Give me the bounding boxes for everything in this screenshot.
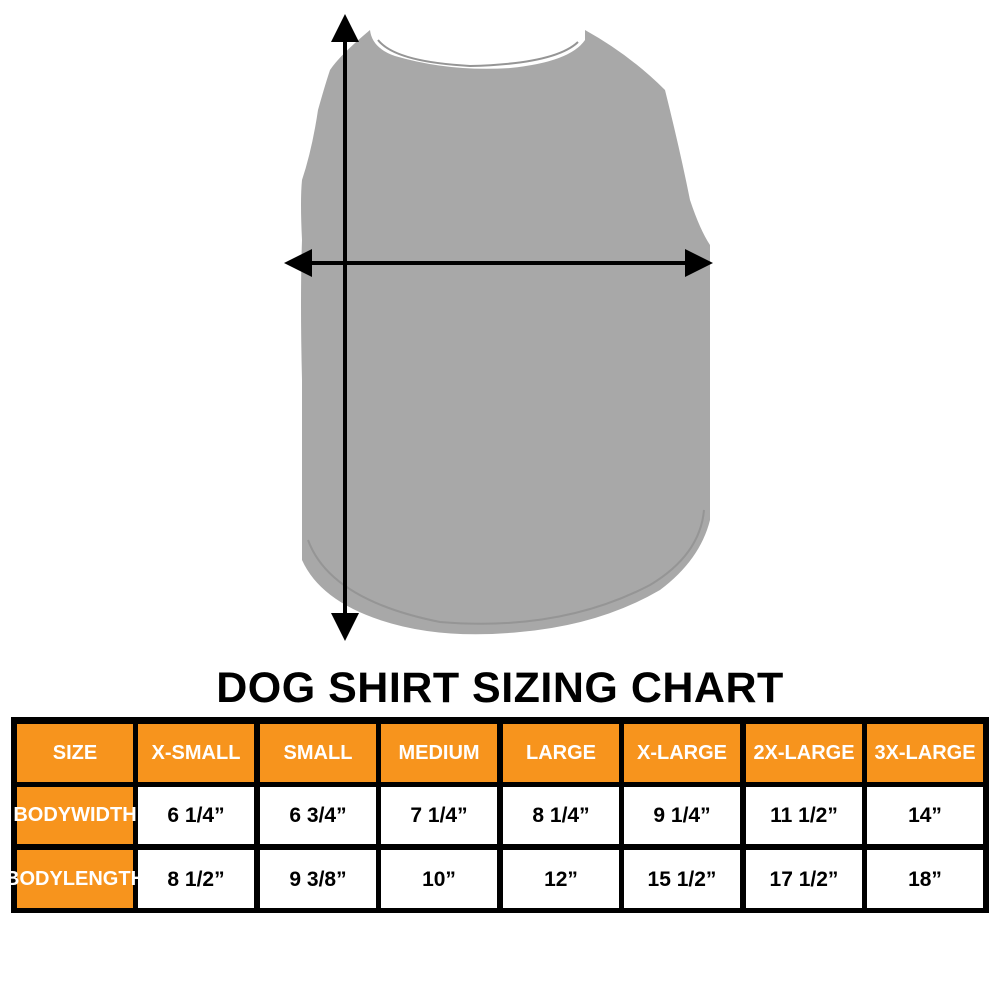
header-cell: X-SMALL xyxy=(138,724,254,782)
double-arrow-horizontal-icon xyxy=(284,249,713,277)
value-cell: 15 1/2” xyxy=(624,850,740,908)
shirt-illustration xyxy=(284,14,713,641)
header-cell: MEDIUM xyxy=(381,724,497,782)
value-cell: 8 1/4” xyxy=(503,787,619,844)
sizing-table: SIZE X-SMALL SMALL MEDIUM LARGE X-LARGE 2X-LAR… xyxy=(5,717,989,913)
value-cell: 6 1/4” xyxy=(138,787,254,844)
value-cell: 17 1/2” xyxy=(746,850,862,908)
row-label: BODY WIDTH xyxy=(13,787,137,844)
value-cell: 9 3/8” xyxy=(260,850,376,908)
value-cell: 11 1/2” xyxy=(746,787,862,844)
shirt-hem-seam xyxy=(307,509,705,625)
value-cell: 12” xyxy=(503,850,619,908)
header-cell: 3X-LARGE xyxy=(867,724,983,782)
value-cell: 6 3/4” xyxy=(260,787,376,844)
header-cell: LARGE xyxy=(503,724,619,782)
header-cell: 2X-LARGE xyxy=(746,724,862,782)
value-cell: 8 1/2” xyxy=(138,850,254,908)
value-cell: 10” xyxy=(381,850,497,908)
header-cell: SMALL xyxy=(260,724,376,782)
row-label-line2: WIDTH xyxy=(71,804,137,826)
value-cell: 14” xyxy=(867,787,983,844)
row-label-line2: LENGTH xyxy=(62,867,146,890)
header-cell: X-LARGE xyxy=(624,724,740,782)
value-cell: 9 1/4” xyxy=(624,787,740,844)
row-label-line1: BODY xyxy=(5,867,63,890)
shirt-collar-seam xyxy=(377,39,579,68)
chart-title: DOG SHIRT SIZING CHART xyxy=(216,664,784,712)
shirt-body xyxy=(301,30,710,635)
header-cell: SIZE xyxy=(17,724,133,782)
value-cell: 7 1/4” xyxy=(381,787,497,844)
row-label: BODY LENGTH xyxy=(5,850,145,908)
value-cell: 18” xyxy=(867,850,983,908)
double-arrow-vertical-icon xyxy=(331,14,359,641)
row-label-line1: BODY xyxy=(13,804,72,826)
